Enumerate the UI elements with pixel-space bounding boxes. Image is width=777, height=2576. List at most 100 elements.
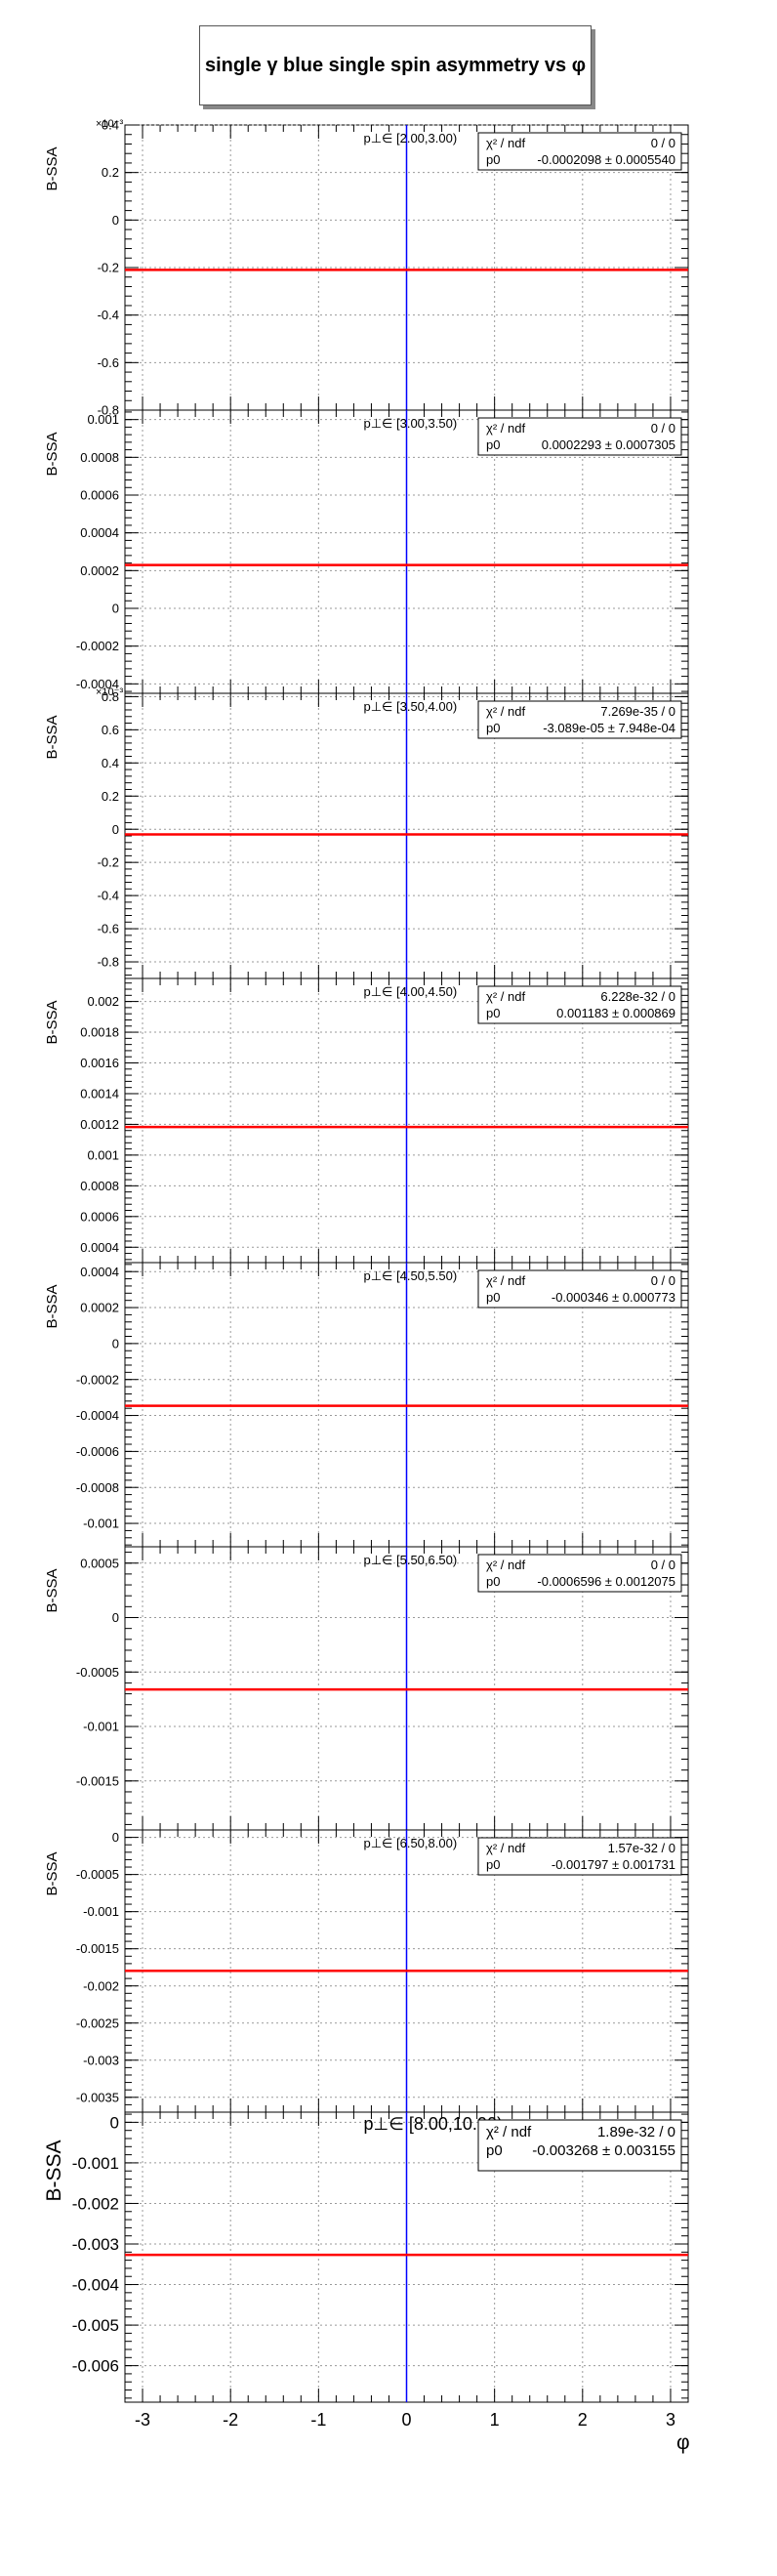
y-tick-label: 0.0004 xyxy=(80,525,119,540)
y-tick-label: 0.0002 xyxy=(80,563,119,578)
stats-box xyxy=(477,2119,682,2172)
y-tick-label: 0.6 xyxy=(102,723,119,737)
y-tick-label: 0.8 xyxy=(102,689,119,704)
y-tick-label: 0 xyxy=(112,1336,119,1350)
x-axis-title: φ xyxy=(676,2431,690,2454)
chart-title: single γ blue single spin asymmetry vs φ xyxy=(204,54,586,76)
y-tick-label: 0.4 xyxy=(102,118,119,133)
y-tick-label: 0.4 xyxy=(102,756,119,770)
stats-chi2-label: χ² / ndf xyxy=(486,1841,525,1855)
stats-chi2-label: χ² / ndf xyxy=(486,1558,525,1572)
y-tick-label: -0.005 xyxy=(72,2316,119,2335)
y-tick-label: 0 xyxy=(112,1610,119,1625)
stats-chi2-value: 7.269e-35 / 0 xyxy=(600,704,675,719)
stats-chi2-value: 0 / 0 xyxy=(651,1273,675,1288)
stats-chi2-value: 6.228e-32 / 0 xyxy=(600,989,675,1004)
y-axis-title: B-SSA xyxy=(44,715,61,759)
panel-label: p⊥∈ [4.00,4.50) xyxy=(364,984,458,999)
y-tick-label: -0.4 xyxy=(98,889,119,903)
stats-p0-value: -0.0002098 ± 0.0005540 xyxy=(537,152,675,167)
stats-p0-value: 0.0002293 ± 0.0007305 xyxy=(542,437,675,452)
y-tick-label: 0.0008 xyxy=(80,450,119,465)
stats-box xyxy=(477,132,682,171)
y-tick-label: -0.0008 xyxy=(76,1480,119,1495)
y-tick-label: 0.0006 xyxy=(80,488,119,503)
y-exponent-label: ×10⁻³ xyxy=(96,118,123,130)
y-tick-label: 0.0005 xyxy=(80,1556,119,1570)
y-tick-label: 0.0004 xyxy=(80,1265,119,1279)
y-tick-label: 0 xyxy=(112,1830,119,1845)
y-tick-label: -0.001 xyxy=(83,1904,119,1919)
panel-label: p⊥∈ [3.00,3.50) xyxy=(364,416,458,431)
panel-label: p⊥∈ [8.00,10.00) xyxy=(364,2114,503,2134)
y-tick-label: -0.2 xyxy=(98,261,119,275)
stats-chi2-value: 1.89e-32 / 0 xyxy=(597,2124,675,2140)
panel-label: p⊥∈ [6.50,8.00) xyxy=(364,1836,458,1850)
y-tick-label: 0.2 xyxy=(102,789,119,804)
y-tick-label: -0.002 xyxy=(83,1978,119,1993)
x-tick-label: 1 xyxy=(490,2410,500,2430)
stats-p0-label: p0 xyxy=(486,2142,503,2159)
y-axis-title: B-SSA xyxy=(44,1284,61,1328)
y-tick-label: -0.006 xyxy=(72,2357,119,2376)
y-axis-title: B-SSA xyxy=(44,1000,61,1044)
x-tick-label: -3 xyxy=(135,2410,150,2430)
stats-chi2-value: 1.57e-32 / 0 xyxy=(608,1841,675,1855)
stats-chi2-value: 0 / 0 xyxy=(651,1558,675,1572)
y-axis-title: B-SSA xyxy=(44,432,61,476)
stats-box xyxy=(477,700,682,739)
y-tick-label: -0.0005 xyxy=(76,1867,119,1882)
x-tick-label: 3 xyxy=(666,2410,675,2430)
stats-p0-label: p0 xyxy=(486,437,500,452)
y-tick-label: 0.001 xyxy=(87,1147,119,1162)
y-tick-label: -0.4 xyxy=(98,308,119,322)
y-tick-label: -0.0004 xyxy=(76,1408,119,1423)
stats-chi2-label: χ² / ndf xyxy=(486,136,525,150)
stats-p0-label: p0 xyxy=(486,1290,500,1305)
stats-p0-value: -0.003268 ± 0.003155 xyxy=(532,2142,675,2159)
y-tick-label: -0.003 xyxy=(72,2235,119,2254)
stats-chi2-label: χ² / ndf xyxy=(486,2124,532,2140)
panel-label: p⊥∈ [4.50,5.50) xyxy=(364,1268,458,1283)
y-tick-label: -0.0002 xyxy=(76,1372,119,1387)
y-tick-label: -0.8 xyxy=(98,403,119,418)
y-tick-label: -0.2 xyxy=(98,855,119,870)
stats-box xyxy=(477,985,682,1024)
y-tick-label: 0 xyxy=(112,602,119,616)
stats-chi2-label: χ² / ndf xyxy=(486,989,525,1004)
stats-chi2-label: χ² / ndf xyxy=(486,704,525,719)
y-tick-label: 0.2 xyxy=(102,165,119,180)
y-tick-label: -0.6 xyxy=(98,355,119,370)
stats-p0-label: p0 xyxy=(486,1574,500,1589)
y-tick-label: -0.0002 xyxy=(76,639,119,653)
y-tick-label: -0.6 xyxy=(98,922,119,936)
y-tick-label: 0.001 xyxy=(87,412,119,427)
stats-p0-value: -0.0006596 ± 0.0012075 xyxy=(537,1574,675,1589)
y-tick-label: 0.0014 xyxy=(80,1087,119,1101)
y-axis-title: B-SSA xyxy=(44,1568,61,1612)
stats-chi2-value: 0 / 0 xyxy=(651,421,675,436)
y-tick-label: 0.0006 xyxy=(80,1209,119,1224)
stats-chi2-label: χ² / ndf xyxy=(486,421,525,436)
y-tick-label: -0.0005 xyxy=(76,1665,119,1680)
stats-chi2-value: 0 / 0 xyxy=(651,136,675,150)
x-tick-label: 0 xyxy=(401,2410,411,2430)
panel-label: p⊥∈ [5.50,6.50) xyxy=(364,1553,458,1567)
stats-p0-label: p0 xyxy=(486,1006,500,1020)
y-tick-label: -0.0025 xyxy=(76,2015,119,2030)
y-tick-label: 0.0016 xyxy=(80,1056,119,1070)
stats-chi2-label: χ² / ndf xyxy=(486,1273,525,1288)
y-tick-label: 0.0004 xyxy=(80,1240,119,1255)
y-tick-label: -0.001 xyxy=(72,2154,119,2173)
stats-p0-value: -0.000346 ± 0.000773 xyxy=(552,1290,675,1305)
y-tick-label: -0.004 xyxy=(72,2275,119,2294)
y-axis-title: B-SSA xyxy=(44,146,61,190)
stats-p0-label: p0 xyxy=(486,1857,500,1872)
y-tick-label: 0.0008 xyxy=(80,1179,119,1193)
y-tick-label: 0.002 xyxy=(87,994,119,1009)
y-tick-label: 0 xyxy=(112,213,119,228)
stats-p0-label: p0 xyxy=(486,152,500,167)
y-tick-label: -0.001 xyxy=(83,1720,119,1734)
y-tick-label: 0.0018 xyxy=(80,1025,119,1040)
